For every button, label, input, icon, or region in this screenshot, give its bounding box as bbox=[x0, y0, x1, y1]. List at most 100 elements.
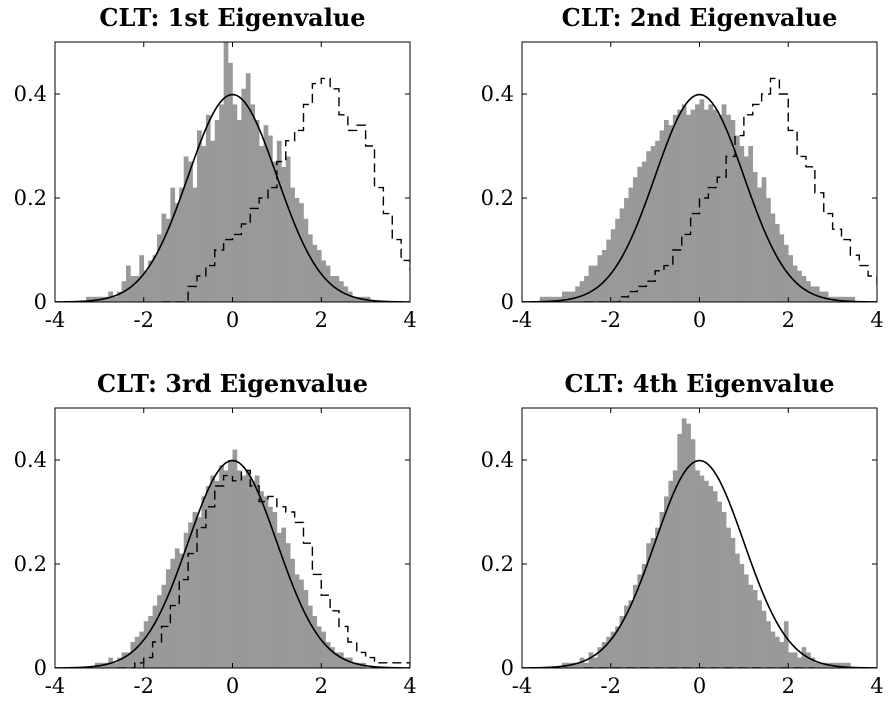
histogram-bar bbox=[628, 187, 634, 302]
histogram-bar bbox=[201, 146, 207, 302]
histogram-bar bbox=[735, 135, 740, 302]
histogram-bar bbox=[214, 120, 220, 302]
histogram-bar bbox=[254, 475, 260, 668]
histogram-bar bbox=[841, 662, 847, 668]
histogram-bar bbox=[659, 130, 665, 302]
y-tick-label: 0 bbox=[501, 290, 514, 314]
histogram-bar bbox=[561, 291, 567, 302]
histogram-bar bbox=[726, 527, 731, 668]
histogram-bar bbox=[86, 296, 91, 302]
histogram-bar bbox=[330, 276, 335, 302]
histogram-bar bbox=[148, 260, 153, 302]
histogram-bar bbox=[628, 600, 634, 668]
histogram-bar bbox=[236, 470, 242, 668]
histogram-bar bbox=[570, 662, 576, 668]
histogram-bar bbox=[544, 296, 549, 302]
y-tick-label: 0 bbox=[34, 656, 47, 680]
histogram-bar bbox=[783, 244, 789, 302]
histogram-bar bbox=[307, 234, 313, 302]
histogram-bar bbox=[748, 584, 754, 668]
chart-title: CLT: 4th Eigenvalue bbox=[564, 369, 834, 398]
x-tick-label: -4 bbox=[512, 674, 532, 698]
histogram-bar bbox=[730, 538, 736, 668]
dashed-step-series bbox=[117, 469, 410, 668]
histogram-bar bbox=[681, 104, 687, 302]
histogram-bar bbox=[334, 652, 340, 668]
histogram-bar bbox=[837, 296, 842, 302]
histogram-bar bbox=[637, 574, 643, 668]
histogram-bar bbox=[650, 146, 656, 302]
y-tick-label: 0.4 bbox=[14, 448, 47, 472]
histogram-bar bbox=[677, 109, 683, 302]
histogram-bar bbox=[690, 109, 696, 302]
histogram-bar bbox=[268, 135, 273, 302]
histogram-bar bbox=[192, 187, 198, 302]
histogram-bar bbox=[557, 296, 563, 302]
histogram-bar bbox=[321, 260, 326, 302]
histogram-bar bbox=[823, 291, 829, 302]
histogram-bar bbox=[712, 491, 718, 668]
plot-area bbox=[55, 449, 410, 668]
histogram-bar bbox=[219, 465, 224, 668]
histogram-bar bbox=[677, 434, 683, 668]
histogram-bar bbox=[183, 156, 189, 302]
histogram-bar bbox=[748, 146, 754, 302]
histogram-bar bbox=[606, 239, 612, 302]
histogram-bar bbox=[615, 218, 620, 302]
chart-panel-3: -4 -2 0 2 4 0 0.2 0.4 CLT: 3rd Eigenvalue bbox=[14, 369, 417, 698]
histogram-bar bbox=[157, 595, 162, 668]
histogram-bar bbox=[170, 187, 176, 302]
x-tick-label: 0 bbox=[693, 674, 706, 698]
histogram-bar bbox=[619, 208, 625, 302]
histogram-bar bbox=[553, 296, 558, 302]
y-tick-label: 0 bbox=[34, 290, 47, 314]
histogram-bar bbox=[228, 460, 233, 668]
histogram-bar bbox=[148, 616, 153, 668]
histogram-bar bbox=[726, 114, 731, 302]
histogram-bar bbox=[143, 621, 149, 668]
plot-area bbox=[522, 77, 877, 302]
histogram-bar bbox=[241, 475, 247, 668]
histogram-bar bbox=[659, 512, 665, 668]
chart-panel-2: -4 -2 0 2 4 0 0.2 0.4 CLT: 2nd Eigenvalue bbox=[481, 3, 884, 332]
y-tick-label: 0.4 bbox=[481, 82, 514, 106]
histogram-bar bbox=[121, 652, 127, 668]
histogram-bar bbox=[183, 532, 189, 668]
histogram-bar bbox=[593, 265, 598, 302]
histogram-bar bbox=[681, 418, 687, 668]
histogram-bar bbox=[250, 104, 255, 302]
plot-area bbox=[55, 42, 410, 302]
histogram-bar bbox=[823, 662, 829, 668]
x-tick-label: 0 bbox=[226, 308, 239, 332]
histogram-bar bbox=[712, 109, 718, 302]
x-tick-label: 4 bbox=[403, 308, 416, 332]
histogram-bar bbox=[272, 161, 278, 302]
histogram-bar bbox=[268, 506, 273, 668]
histogram-bar bbox=[343, 657, 349, 668]
x-tick-label: -2 bbox=[601, 674, 621, 698]
histogram-bar bbox=[126, 652, 131, 668]
histogram-bar bbox=[214, 480, 220, 668]
histogram-bar bbox=[743, 574, 749, 668]
histogram-bar bbox=[695, 104, 700, 302]
histogram-bar bbox=[139, 631, 145, 668]
histogram-bar bbox=[641, 161, 647, 302]
histogram-bar bbox=[90, 296, 96, 302]
histogram-bar bbox=[157, 234, 162, 302]
y-tick-label: 0 bbox=[501, 656, 514, 680]
histogram-bar bbox=[339, 652, 344, 668]
x-tick-label: -2 bbox=[134, 308, 154, 332]
histogram-bar bbox=[770, 213, 776, 302]
histogram-bar bbox=[845, 662, 851, 668]
y-tick-label: 0.2 bbox=[481, 186, 514, 210]
histogram-bar bbox=[668, 125, 674, 302]
histogram-bar bbox=[588, 265, 594, 302]
chart-title: CLT: 1st Eigenvalue bbox=[99, 3, 365, 32]
histogram-bar bbox=[584, 662, 589, 668]
x-tick-label: 2 bbox=[315, 674, 328, 698]
histogram-bar bbox=[597, 647, 603, 668]
histogram-bar bbox=[792, 652, 798, 668]
histogram-bar bbox=[165, 218, 171, 302]
histogram-bar bbox=[103, 296, 109, 302]
